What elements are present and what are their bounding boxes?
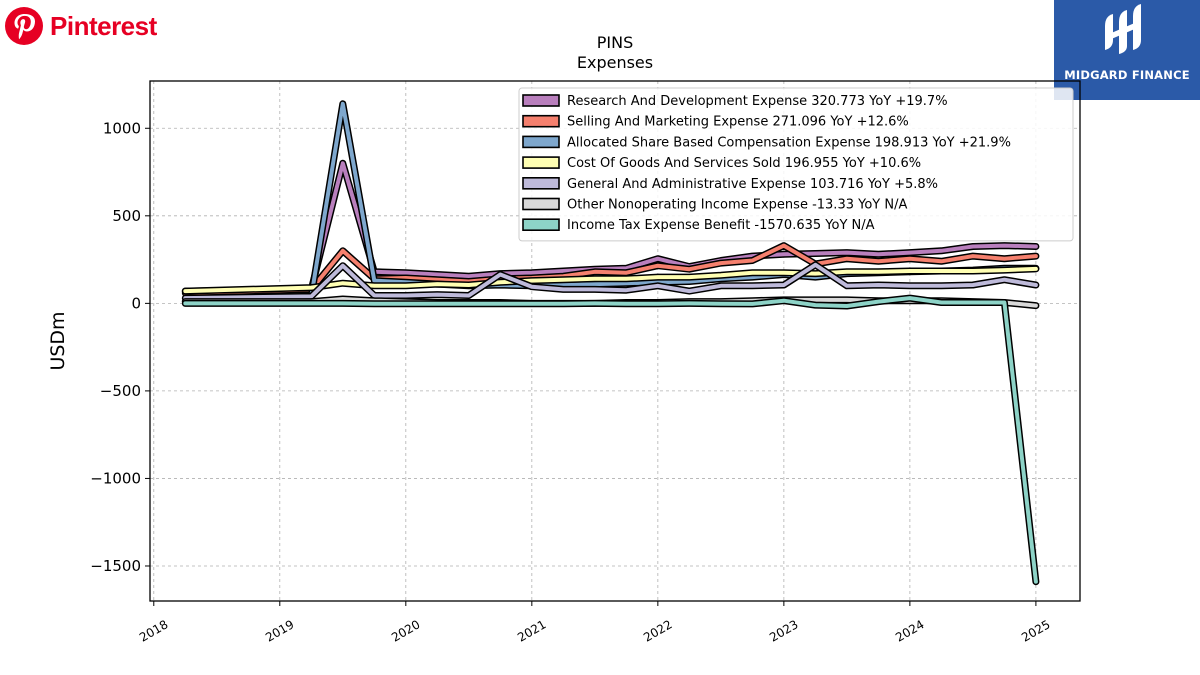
pinterest-logo-icon <box>5 7 43 45</box>
y-tick-label: −1000 <box>90 469 141 487</box>
series-line <box>183 296 1038 584</box>
x-tick-label: 2021 <box>515 617 548 644</box>
series-income-tax-expense-benefit <box>181 294 1040 586</box>
series-selling-and-marketing-expense <box>181 242 1040 297</box>
legend-swatch <box>522 218 560 231</box>
y-axis-ticks: 1000 500 0 −500 −1000 −1500 <box>90 119 150 575</box>
series-outline <box>181 294 1040 586</box>
legend-box <box>518 87 1074 242</box>
legend-label: Selling And Marketing Expense 271.096 Yo… <box>567 115 909 130</box>
legend-swatch <box>522 177 560 190</box>
y-tick-label: −500 <box>100 382 141 400</box>
legend-swatch <box>522 94 560 107</box>
legend-label: Other Nonoperating Income Expense -13.33… <box>567 198 907 213</box>
series-cost-of-goods-and-services-sold <box>181 265 1040 295</box>
y-tick-label: −1500 <box>90 557 141 575</box>
legend-swatch <box>522 114 560 128</box>
logo-text: MIDGARD FINANCE <box>1064 68 1190 82</box>
series-layer <box>181 100 1040 586</box>
series-line <box>183 262 1038 301</box>
midgard-finance-logo: MIDGARD FINANCE <box>1054 0 1200 100</box>
y-tick-label: 500 <box>112 207 141 225</box>
legend-swatch <box>522 156 560 169</box>
series-line <box>183 161 1038 294</box>
plot-frame <box>149 80 1081 602</box>
chart-title: PINS <box>597 33 634 52</box>
legend-label: General And Administrative Expense 103.7… <box>567 177 938 192</box>
y-tick-label: 1000 <box>103 119 141 137</box>
x-axis-ticks: 2018 2019 2020 2021 2022 2023 2024 2025 <box>137 601 1053 645</box>
legend: Research And Development Expense 320.773… <box>518 87 1074 242</box>
midgard-logo-icon <box>1105 4 1141 54</box>
chart-subtitle: Expenses <box>577 53 653 72</box>
x-tick-label: 2024 <box>893 617 926 644</box>
x-tick-label: 2018 <box>137 617 170 644</box>
x-tick-label: 2019 <box>263 617 296 644</box>
series-line <box>183 243 1038 295</box>
legend-label: Income Tax Expense Benefit -1570.635 YoY… <box>567 218 875 233</box>
legend-label: Cost Of Goods And Services Sold 196.955 … <box>567 156 921 171</box>
series-line <box>183 266 1038 294</box>
x-tick-label: 2023 <box>767 617 800 644</box>
series-general-and-administrative-expense <box>181 261 1040 302</box>
pinterest-brand: Pinterest <box>4 4 184 48</box>
x-tick-label: 2025 <box>1019 617 1052 644</box>
y-axis-label: USDm <box>47 311 69 370</box>
legend-swatch <box>522 197 560 211</box>
legend-swatch <box>522 135 560 149</box>
legend-label: Allocated Share Based Compensation Expen… <box>567 135 1011 150</box>
series-research-and-development-expense <box>181 159 1040 295</box>
brand-name: Pinterest <box>50 10 157 41</box>
legend-label: Research And Development Expense 320.773… <box>567 94 948 109</box>
x-tick-label: 2022 <box>641 617 674 644</box>
x-tick-label: 2020 <box>389 617 422 644</box>
y-tick-label: 0 <box>131 294 141 312</box>
